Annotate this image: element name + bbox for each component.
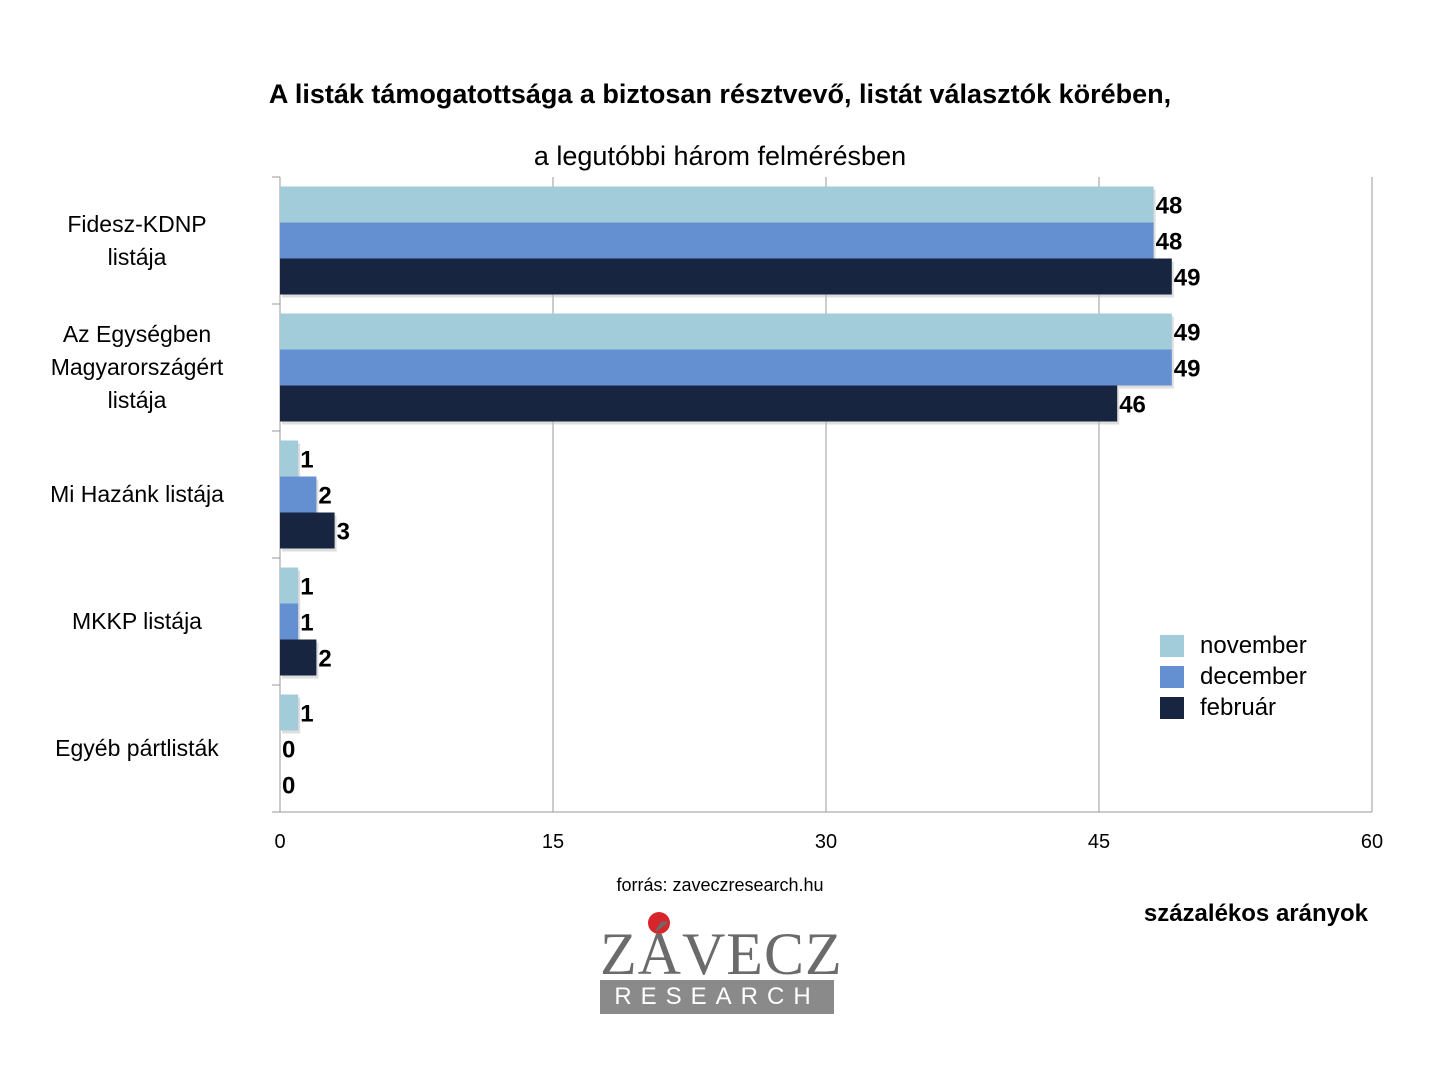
logo-wordmark: ZÁVECZ xyxy=(600,921,843,987)
x-tick-label: 45 xyxy=(1088,831,1110,853)
bar-december-1 xyxy=(280,349,1172,386)
data-label: 2 xyxy=(318,646,331,673)
bar-november-1 xyxy=(280,313,1172,350)
category-label-line: Mi Hazánk listája xyxy=(50,481,224,507)
x-tick-label: 30 xyxy=(815,831,837,853)
bar-február-3 xyxy=(280,639,317,676)
category-label: Egyéb pártlisták xyxy=(17,732,257,765)
category-label-line: Magyarországért xyxy=(50,354,224,380)
data-label: 1 xyxy=(300,701,313,728)
data-label: 0 xyxy=(282,773,295,800)
legend-item-december: december xyxy=(1160,661,1307,692)
data-label: 48 xyxy=(1156,193,1183,220)
legend-swatch xyxy=(1160,634,1184,657)
bar-november-2 xyxy=(280,440,299,477)
x-tick-label: 15 xyxy=(542,831,564,853)
legend-swatch xyxy=(1160,696,1184,719)
category-label: MKKP listája xyxy=(17,605,257,638)
legend-item-november: november xyxy=(1160,630,1307,661)
data-label: 49 xyxy=(1174,265,1201,292)
category-label: Mi Hazánk listája xyxy=(17,478,257,511)
data-label: 1 xyxy=(300,574,313,601)
logo-dot-icon xyxy=(648,912,670,934)
category-label-line: Az Egységben xyxy=(62,321,212,347)
category-label-line: listája xyxy=(107,387,167,413)
unit-label: százalékos arányok xyxy=(1143,900,1368,927)
category-label: Fidesz-KDNP listája xyxy=(17,208,257,274)
legend-label: február xyxy=(1200,693,1277,721)
category-label-line: Fidesz-KDNP xyxy=(67,210,207,237)
bar-november-3 xyxy=(280,567,299,604)
logo-subtext: RESEARCH xyxy=(600,980,834,1014)
legend-item-február: február xyxy=(1160,692,1307,723)
category-label: Az Egységben Magyarországért listája xyxy=(17,318,257,417)
category-label-line: Egyéb pártlisták xyxy=(55,735,219,761)
category-label-line: listája xyxy=(107,243,167,270)
data-label: 46 xyxy=(1119,392,1146,419)
data-label: 1 xyxy=(300,447,313,474)
legend-label: november xyxy=(1200,631,1307,659)
x-tick-label: 0 xyxy=(274,831,285,853)
chart-title: A listák támogatottsága a biztosan részt… xyxy=(268,79,1172,109)
category-label-line: MKKP listája xyxy=(72,608,202,634)
chart-subtitle: a legutóbbi három felmérésben xyxy=(533,141,907,171)
bar-február-2 xyxy=(280,512,335,549)
source-note: forrás: zaveczresearch.hu xyxy=(616,875,824,895)
bar-február-0 xyxy=(280,258,1172,295)
data-label: 2 xyxy=(318,483,331,510)
bar-november-0 xyxy=(280,186,1154,223)
legend: november december február xyxy=(1160,630,1307,723)
data-label: 48 xyxy=(1156,229,1183,256)
data-label: 0 xyxy=(282,737,295,764)
data-label: 49 xyxy=(1174,356,1201,383)
x-tick-label: 60 xyxy=(1361,831,1383,853)
bar-december-2 xyxy=(280,476,317,513)
legend-label: december xyxy=(1200,662,1307,690)
bar-december-0 xyxy=(280,222,1154,259)
bar-február-1 xyxy=(280,385,1118,422)
data-label: 49 xyxy=(1174,320,1201,347)
data-label: 1 xyxy=(300,610,313,637)
bar-december-3 xyxy=(280,603,299,640)
data-label: 3 xyxy=(337,519,350,546)
bar-november-4 xyxy=(280,694,299,731)
legend-swatch xyxy=(1160,665,1184,688)
